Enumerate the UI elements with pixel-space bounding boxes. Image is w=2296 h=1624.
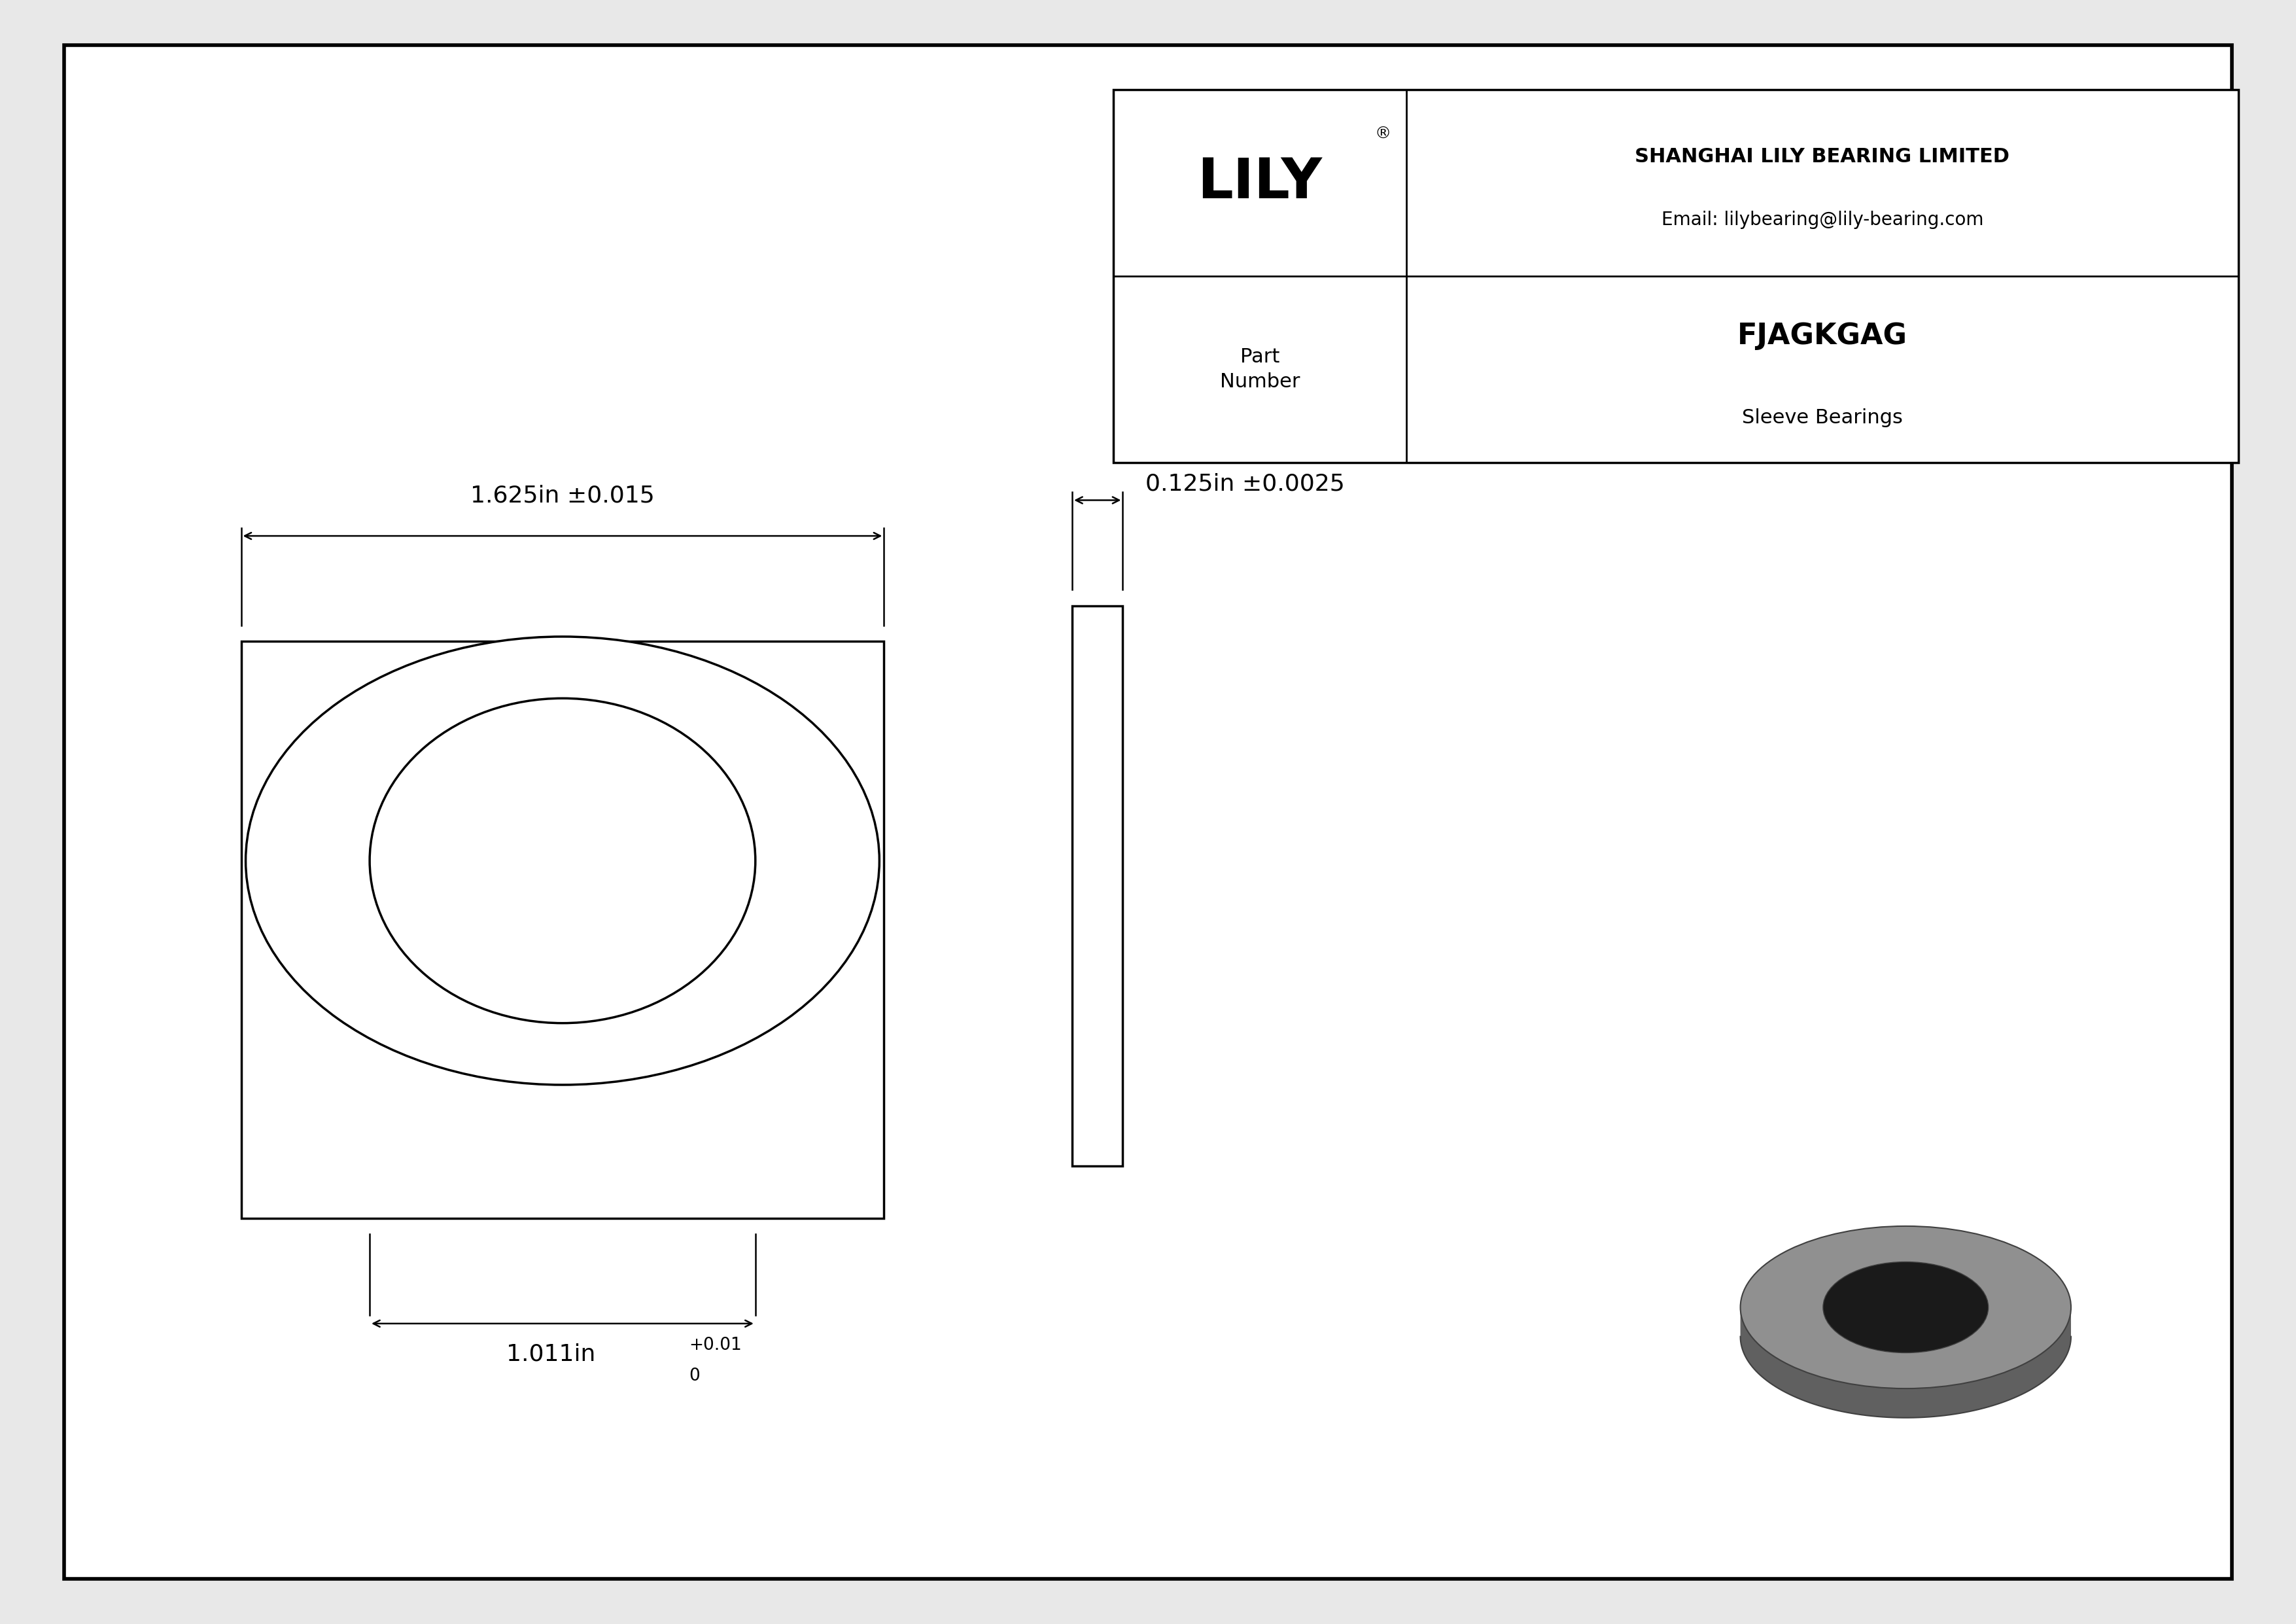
Polygon shape (1740, 1307, 2071, 1418)
Text: +0.01: +0.01 (689, 1337, 742, 1353)
Text: 0: 0 (689, 1367, 700, 1384)
Ellipse shape (370, 698, 755, 1023)
Text: Part
Number: Part Number (1219, 348, 1300, 391)
Text: LILY: LILY (1196, 156, 1322, 209)
Text: FJAGKGAG: FJAGKGAG (1738, 322, 1908, 349)
Bar (1114, 89, 2239, 463)
Text: 1.625in ±0.015: 1.625in ±0.015 (471, 484, 654, 507)
Text: Sleeve Bearings: Sleeve Bearings (1743, 409, 1903, 427)
Ellipse shape (1740, 1226, 2071, 1389)
FancyBboxPatch shape (64, 45, 2232, 1579)
Ellipse shape (1823, 1262, 1988, 1353)
Bar (1072, 606, 1123, 1166)
Text: 0.125in ±0.0025: 0.125in ±0.0025 (1146, 473, 1345, 495)
Bar (241, 641, 884, 1218)
Text: 1.011in: 1.011in (507, 1343, 595, 1366)
Text: SHANGHAI LILY BEARING LIMITED: SHANGHAI LILY BEARING LIMITED (1635, 148, 2009, 166)
Polygon shape (1823, 1307, 1988, 1382)
Text: ®: ® (1375, 127, 1391, 141)
Text: Email: lilybearing@lily-bearing.com: Email: lilybearing@lily-bearing.com (1662, 211, 1984, 229)
Ellipse shape (246, 637, 879, 1085)
